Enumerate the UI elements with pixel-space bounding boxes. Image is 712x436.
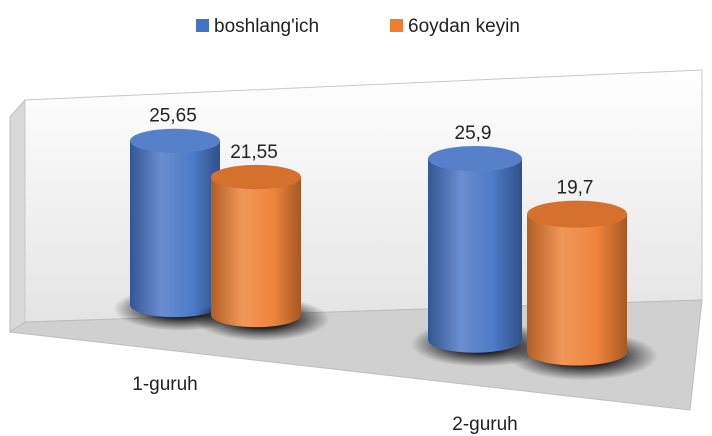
cylinder-body xyxy=(527,214,627,366)
data-label: 25,9 xyxy=(455,123,492,144)
cylinder xyxy=(428,146,522,353)
cylinder xyxy=(130,128,220,318)
data-label: 25,65 xyxy=(149,106,197,127)
legend-label: boshlang'ich xyxy=(214,16,319,37)
data-label: 19,7 xyxy=(557,178,594,199)
x-tick-label: 2-guruh xyxy=(452,414,518,435)
x-tick-label: 1-guruh xyxy=(132,374,198,395)
cylinder-top xyxy=(527,200,627,228)
cylinder-top xyxy=(428,146,522,172)
legend-label: 6oydan keyin xyxy=(408,16,520,37)
legend-swatch xyxy=(196,19,209,32)
cylinder-top xyxy=(211,164,301,190)
cylinder-body xyxy=(428,158,522,353)
legend-swatch xyxy=(390,19,403,32)
cylinder xyxy=(211,164,301,328)
data-label: 21,55 xyxy=(230,142,278,163)
cylinder xyxy=(527,200,627,366)
cylinder-body xyxy=(130,140,220,318)
side-wall xyxy=(9,98,26,333)
cylinder-top xyxy=(130,128,220,153)
cylinder-body xyxy=(211,177,301,328)
